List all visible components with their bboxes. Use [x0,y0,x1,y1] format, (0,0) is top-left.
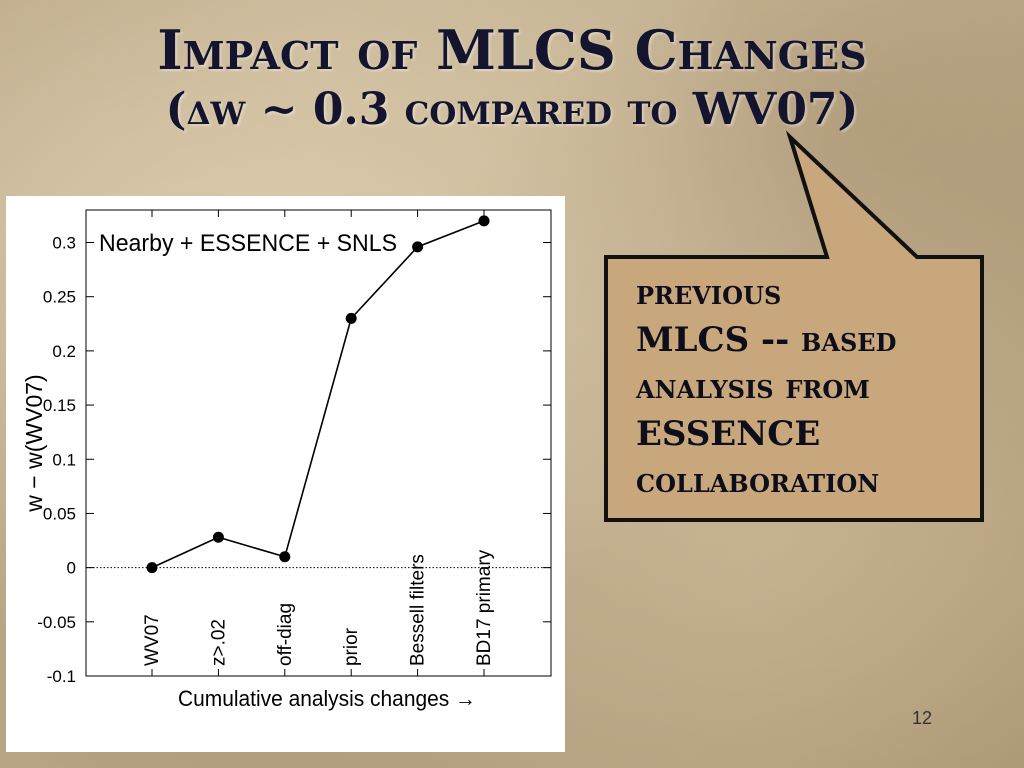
line-chart: -0.1 -0.05 0 0.05 0.1 0.15 0.2 0.25 0.3 WV07 z>.02… [21,209,552,711]
data-point [478,215,490,227]
y-tick-label: -0.05 [37,613,76,632]
data-point [279,551,291,563]
y-tick-label: 0.05 [43,504,76,523]
data-point [146,562,158,574]
category-label: WV07 [142,614,163,666]
callout-text: previous MLCS -- based analysis from ESS… [636,270,976,505]
slide-number: 12 [912,708,933,728]
y-axis-label: w − w(WV07) [21,374,47,512]
category-label: z>.02 [208,619,229,666]
callout-line: MLCS -- based [636,320,897,360]
category-label: prior [341,627,362,666]
plot-frame [85,209,552,677]
y-tick-label: 0 [67,559,76,578]
x-axis-label: Cumulative analysis changes → [178,686,476,711]
category-label: off-diag [275,603,296,666]
slide-subtitle: (δw ~ 0.3 compared to WV07) [165,84,859,135]
chart-title: Nearby + ESSENCE + SNLS [99,230,397,257]
callout-line: collaboration [636,461,880,501]
y-tick-label: 0.25 [43,288,76,307]
y-tick-label: 0.15 [43,396,76,415]
series-line [151,220,485,569]
y-tick-label: -0.1 [47,667,76,686]
category-label: Bessell filters [408,554,429,666]
data-point [345,312,357,324]
callout-line: analysis from [636,367,870,407]
chart-panel: -0.1 -0.05 0 0.05 0.1 0.15 0.2 0.25 0.3 WV07 z>.02… [6,196,565,752]
y-tick-label: 0.1 [52,450,76,469]
data-point [212,531,224,543]
callout-line: previous [636,273,782,313]
y-tick-label: 0.3 [52,234,76,253]
callout-line: ESSENCE [636,414,821,454]
data-point [412,241,424,253]
slide-title: Impact of MLCS Changes [157,18,867,82]
y-tick-label: 0.2 [52,342,76,361]
category-label: BD17 primary [474,549,495,666]
